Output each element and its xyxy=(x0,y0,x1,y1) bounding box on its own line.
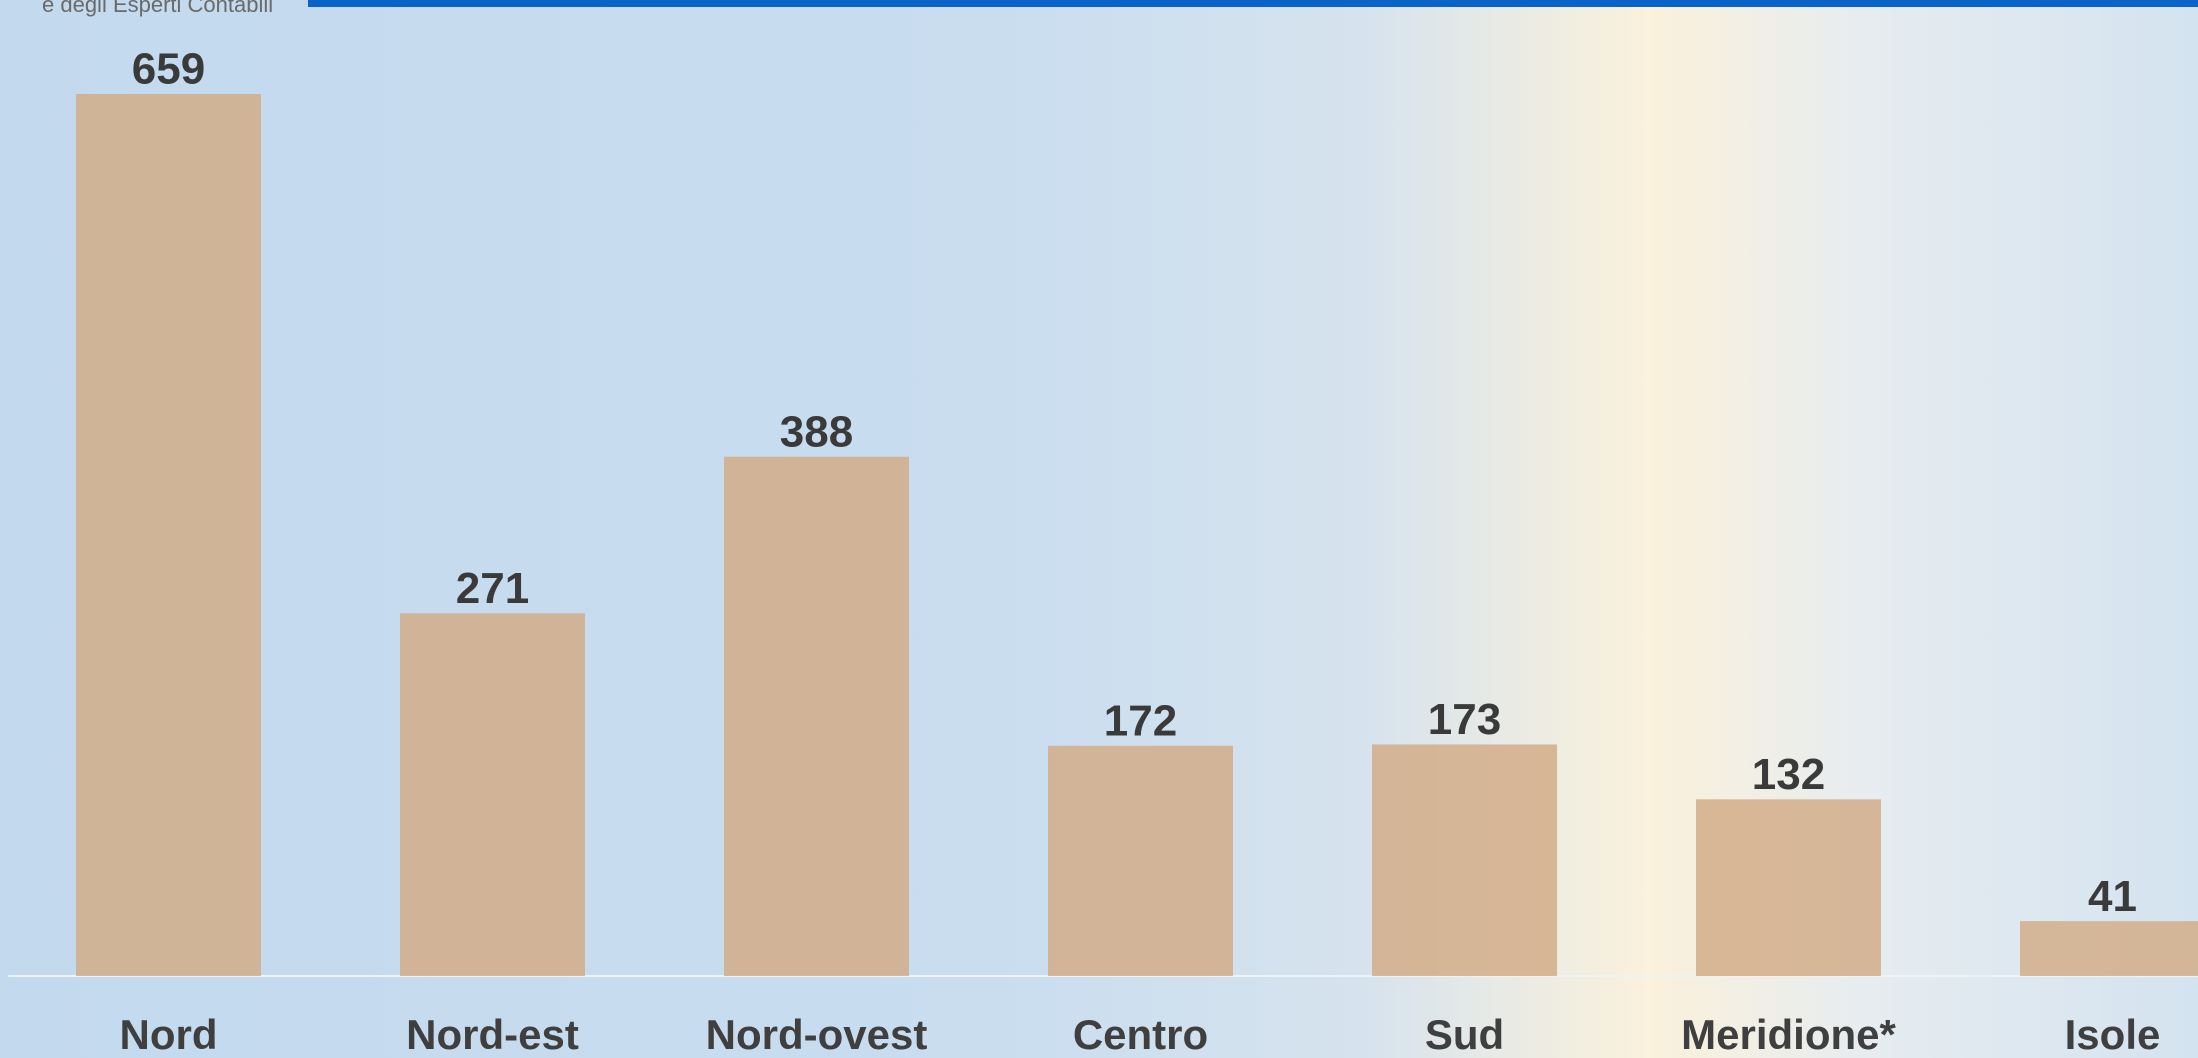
value-label: 132 xyxy=(1752,750,1825,799)
x-tick-label: Meridione* xyxy=(1681,1011,1896,1058)
x-tick-label: Sud xyxy=(1425,1011,1504,1058)
x-tick-label: Nord-est xyxy=(406,1011,579,1058)
value-label: 659 xyxy=(132,45,205,94)
bar xyxy=(724,456,909,976)
value-label: 271 xyxy=(456,564,529,613)
bar xyxy=(400,613,585,976)
bar xyxy=(1372,744,1557,976)
value-label: 172 xyxy=(1104,696,1177,745)
bar xyxy=(1696,799,1881,976)
x-tick-label: Nord-ovest xyxy=(706,1011,928,1058)
value-label: 173 xyxy=(1428,695,1501,744)
header-bar xyxy=(308,0,2198,7)
value-label: 41 xyxy=(2088,872,2137,921)
header-text: e degli Esperti Contabili xyxy=(42,0,273,17)
bar xyxy=(1048,745,1233,976)
bar xyxy=(76,94,261,976)
bar xyxy=(2020,921,2198,976)
x-tick-label: Isole xyxy=(2065,1011,2161,1058)
x-tick-label: Nord xyxy=(120,1011,218,1058)
value-label: 388 xyxy=(780,407,853,456)
x-tick-label: Centro xyxy=(1073,1011,1208,1058)
